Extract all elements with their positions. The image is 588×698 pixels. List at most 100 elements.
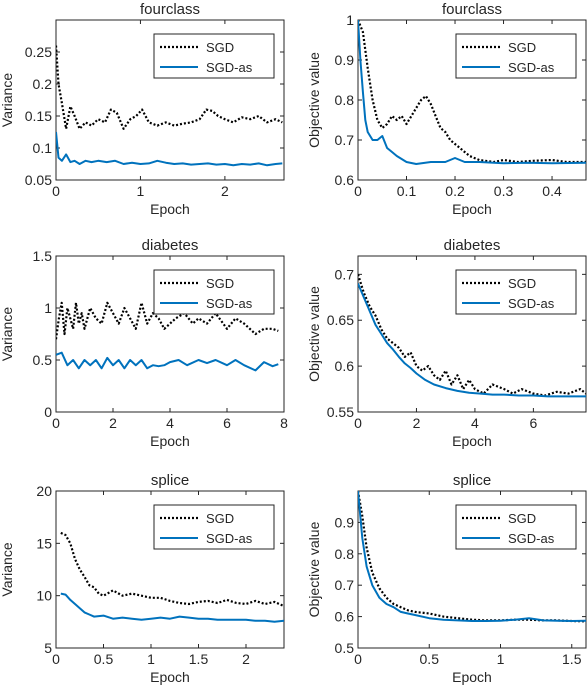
y-tick-label: 0.9 (335, 514, 355, 530)
series-line-sgd-as (60, 592, 284, 623)
x-tick-label: 1 (147, 651, 155, 667)
y-tick-label: 0.25 (25, 44, 52, 60)
y-tick-label: 0.2 (33, 76, 53, 92)
y-tick-label: 0.15 (25, 108, 52, 124)
legend-label: SGD (508, 276, 536, 291)
x-tick-label: 0 (52, 415, 60, 431)
x-tick-label: 1 (137, 183, 145, 199)
chart-panel-2: 0 0.1 0.2 0.3 0.4 0.6 0.7 0.8 0.9 1 fourclass Epoch… (306, 1, 587, 217)
legend-label: SGD-as (206, 60, 253, 75)
y-tick-label: 0.05 (25, 172, 52, 188)
x-tick-label: 0 (52, 651, 60, 667)
series-line-sgd (60, 531, 284, 608)
y-tick-label: 0.8 (335, 546, 355, 562)
chart-title: fourclass (140, 1, 200, 18)
x-tick-label: 2 (242, 651, 250, 667)
y-tick-label: 0.65 (327, 312, 354, 328)
legend-label: SGD (206, 276, 234, 291)
legend-label: SGD-as (508, 60, 555, 75)
y-tick-label: 1.5 (33, 248, 53, 264)
series-line-sgd (56, 45, 283, 130)
x-tick-label: 0.1 (397, 183, 417, 199)
x-tick-label: 1.5 (189, 651, 209, 667)
x-tick-label: 0 (354, 651, 362, 667)
y-tick-label: 0.7 (335, 132, 355, 148)
y-axis-label: Variance (0, 307, 15, 361)
x-tick-label: 4 (471, 415, 479, 431)
series-line-sgd (358, 491, 586, 623)
y-tick-label: 0.1 (33, 140, 53, 156)
y-axis-label: Objective value (306, 521, 322, 617)
series-line-sgd-as (358, 20, 586, 165)
x-axis-label: Epoch (150, 433, 190, 449)
y-tick-label: 0.55 (327, 404, 354, 420)
y-tick-label: 0.5 (33, 352, 53, 368)
x-tick-label: 0 (354, 415, 362, 431)
x-axis-label: Epoch (150, 669, 190, 685)
x-tick-label: 1.5 (562, 651, 582, 667)
y-tick-label: 0.9 (335, 52, 355, 68)
series-line-sgd-as (358, 491, 586, 622)
series-line-sgd-as (56, 131, 283, 167)
y-tick-label: 1 (346, 12, 354, 28)
chart-panel-3: 0 2 4 6 800.511.5diabetesEpochVarianceSGDSGD… (0, 237, 288, 449)
chart-title: splice (151, 472, 189, 489)
legend-label: SGD-as (508, 296, 555, 311)
y-tick-label: 0.8 (335, 92, 355, 108)
y-tick-label: 0.6 (335, 172, 355, 188)
legend-box (153, 33, 275, 79)
y-tick-label: 20 (36, 483, 52, 499)
legend-label: SGD-as (206, 531, 253, 546)
y-tick-label: 0.6 (335, 358, 355, 374)
y-tick-label: 10 (36, 588, 52, 604)
y-tick-label: 15 (36, 535, 52, 551)
x-tick-label: 2 (221, 183, 229, 199)
series-line-sgd-as (56, 351, 279, 372)
y-axis-label: Variance (0, 542, 15, 596)
series-line-sgd (358, 274, 586, 397)
series-line-sgd (358, 20, 586, 164)
y-axis-label: Objective value (306, 52, 322, 148)
y-tick-label: 1 (44, 300, 52, 316)
legend: SGD SGD-as (455, 504, 577, 550)
x-axis-label: Epoch (452, 433, 492, 449)
y-tick-label: 0 (44, 404, 52, 420)
x-tick-label: 2 (109, 415, 117, 431)
x-tick-label: 0 (52, 183, 60, 199)
series-line-sgd (56, 301, 279, 340)
x-axis-label: Epoch (150, 201, 190, 217)
chart-title: fourclass (442, 1, 502, 18)
x-tick-label: 4 (166, 415, 174, 431)
x-tick-label: 0.3 (494, 183, 514, 199)
chart-title: diabetes (444, 237, 501, 254)
legend-box (153, 269, 275, 315)
legend: SGD SGD-as (455, 269, 577, 315)
y-tick-label: 0.7 (335, 266, 355, 282)
x-tick-label: 0.5 (420, 651, 440, 667)
y-tick-label: 0.5 (335, 640, 355, 656)
x-tick-label: 0.5 (94, 651, 114, 667)
chart-panel-6: 0 0.5 1 1.50.50.60.70.80.9spliceEpochObject… (306, 472, 587, 685)
legend: SGD SGD-as (153, 269, 275, 315)
legend-label: SGD-as (206, 296, 253, 311)
legend-box (153, 504, 275, 550)
x-tick-label: 0.2 (445, 183, 465, 199)
x-tick-label: 2 (413, 415, 421, 431)
x-tick-label: 0 (354, 183, 362, 199)
chart-panel-4: 0 2 4 6 0.55 0.6 0.65 0.7 diabetes Epoch Objective… (306, 237, 587, 449)
x-axis-label: Epoch (452, 201, 492, 217)
legend: SGD SGD-as (455, 33, 577, 79)
y-tick-label: 0.6 (335, 609, 355, 625)
legend-box (455, 504, 577, 550)
legend-label: SGD (508, 40, 536, 55)
legend-label: SGD (508, 511, 536, 526)
y-tick-label: 5 (44, 640, 52, 656)
chart-panel-5: 0 0.5 1 1.5 2 5 10 15 20 splice Epoch Variance SGDSG… (0, 472, 285, 685)
chart-panel-1: 0 1 2 0.05 0.1 0.15 0.2 0.25 fourclass Epoch Varia… (0, 1, 285, 217)
legend: SGD SGD-as (153, 504, 275, 550)
x-tick-label: 1 (497, 651, 505, 667)
legend: SGD SGD-as (153, 33, 275, 79)
x-tick-label: 6 (223, 415, 231, 431)
series-line-sgd-as (358, 283, 586, 398)
